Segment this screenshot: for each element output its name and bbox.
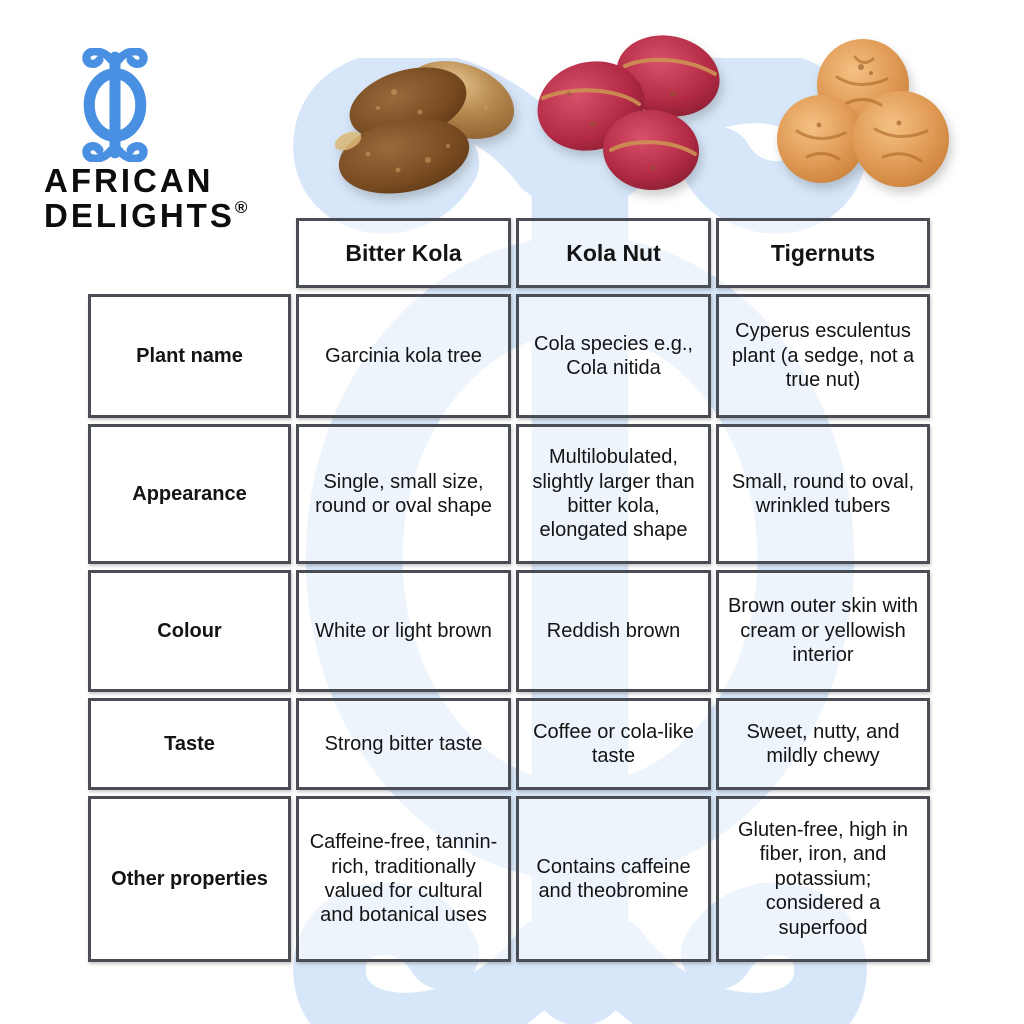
tigernuts-photo — [777, 39, 949, 187]
bitter-kola-nuts-photo — [334, 61, 515, 194]
cell-colour-bitter-kola: White or light brown — [296, 570, 511, 692]
cell-colour-tigernuts: Brown outer skin with cream or yellowish… — [716, 570, 930, 692]
brand-name-line1: AFRICAN — [44, 162, 214, 199]
cell-plant-name-tigernuts: Cyperus esculentus plant (a sedge, not a… — [716, 294, 930, 418]
row-label-colour: Colour — [88, 570, 291, 692]
cell-appearance-bitter-kola: Single, small size, round or oval shape — [296, 424, 511, 564]
registered-trademark: ® — [234, 197, 248, 217]
row-label-taste: Taste — [88, 698, 291, 790]
table-corner-spacer — [88, 218, 291, 288]
row-label-appearance: Appearance — [88, 424, 291, 564]
brand-name-line2: DELIGHTS® — [44, 196, 248, 234]
column-header-bitter-kola: Bitter Kola — [296, 218, 511, 288]
column-header-tigernuts: Tigernuts — [716, 218, 930, 288]
adinkra-symbol-icon — [64, 48, 166, 162]
cell-other-properties-kola-nut: Contains caffeine and theobromine — [516, 796, 711, 962]
row-label-plant-name: Plant name — [88, 294, 291, 418]
cell-taste-tigernuts: Sweet, nutty, and mildly chewy — [716, 698, 930, 790]
cell-plant-name-bitter-kola: Garcinia kola tree — [296, 294, 511, 418]
row-label-other-properties: Other properties — [88, 796, 291, 962]
cell-other-properties-bitter-kola: Caffeine-free, tannin-rich, traditionall… — [296, 796, 511, 962]
comparison-table: Bitter Kola Kola Nut Tigernuts Plant nam… — [88, 218, 930, 962]
cell-appearance-tigernuts: Small, round to oval, wrinkled tubers — [716, 424, 930, 564]
column-header-kola-nut: Kola Nut — [516, 218, 711, 288]
cell-colour-kola-nut: Reddish brown — [516, 570, 711, 692]
cell-appearance-kola-nut: Multilobulated, slightly larger than bit… — [516, 424, 711, 564]
kola-nuts-photo — [537, 35, 720, 191]
cell-other-properties-tigernuts: Gluten-free, high in fiber, iron, and po… — [716, 796, 930, 962]
cell-taste-kola-nut: Coffee or cola-like taste — [516, 698, 711, 790]
brand-name: AFRICAN DELIGHTS® — [44, 162, 248, 234]
cell-taste-bitter-kola: Strong bitter taste — [296, 698, 511, 790]
cell-plant-name-kola-nut: Cola species e.g., Cola nitida — [516, 294, 711, 418]
